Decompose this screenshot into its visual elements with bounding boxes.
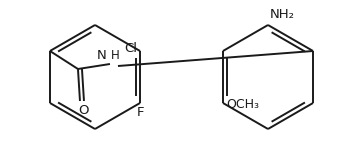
- Text: N: N: [97, 49, 107, 62]
- Text: Cl: Cl: [124, 43, 137, 56]
- Text: F: F: [136, 106, 144, 119]
- Text: H: H: [111, 49, 120, 62]
- Text: O: O: [79, 104, 89, 117]
- Text: NH₂: NH₂: [270, 8, 295, 21]
- Text: OCH₃: OCH₃: [226, 98, 259, 111]
